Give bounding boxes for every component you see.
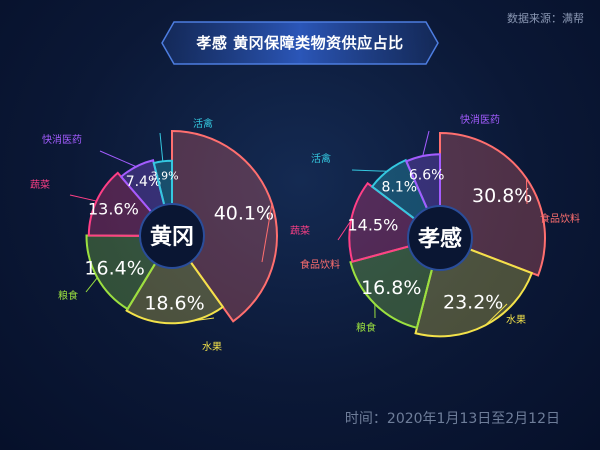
leader-line: [484, 303, 508, 326]
category-label: 活禽: [193, 117, 213, 130]
category-label: 食品饮料: [540, 212, 580, 225]
value-label: 40.1%: [214, 203, 274, 225]
value-label: 23.2%: [443, 292, 503, 314]
center-disc: [139, 203, 205, 269]
category-label: 粮食: [58, 289, 78, 302]
category-label: 粮食: [356, 321, 376, 334]
leader-line: [85, 277, 98, 293]
value-label: 7.4%: [126, 174, 162, 190]
center-disc: [407, 205, 473, 271]
value-label: 6.6%: [409, 167, 445, 183]
center-label: 黄冈: [150, 225, 194, 250]
value-label: 16.4%: [84, 258, 144, 280]
category-label: 快消医药: [460, 113, 500, 126]
leader-line: [159, 132, 164, 162]
data-source: 数据来源：满帮: [507, 12, 584, 25]
center-label: 孝感: [417, 226, 462, 252]
value-label: 13.6%: [88, 199, 139, 218]
category-label: 水果: [506, 314, 526, 326]
category-label: 快消医药: [42, 133, 82, 146]
title-banner: 孝感 黄冈保障类物资供应占比: [160, 20, 440, 66]
value-label: 14.5%: [347, 216, 398, 235]
value-label: 8.1%: [382, 179, 418, 195]
leader-line: [351, 169, 388, 172]
value-label: 30.8%: [472, 185, 532, 207]
value-label: 18.6%: [144, 292, 204, 314]
pie-group: 40.1% 食品饮料 18.6% 水果 16.4% 粮食 13.6% 蔬菜 7.4% 快消医药 3.…: [30, 117, 340, 353]
category-label: 水果: [202, 341, 222, 353]
category-label: 蔬菜: [290, 225, 310, 237]
pie-group: 30.8% 食品饮料 23.2%水果 16.8% 粮食 14.5% 蔬菜 8.1% 活禽 6.6%…: [290, 113, 580, 338]
leader-line: [69, 194, 97, 202]
time-range: 时间：2020年1月13日至2月12日: [344, 411, 560, 427]
category-label: 活禽: [311, 152, 331, 165]
category-label: 蔬菜: [30, 179, 50, 191]
category-label: 食品饮料: [300, 258, 340, 271]
chart-title: 孝感 黄冈保障类物资供应占比: [196, 34, 404, 52]
leader-line: [337, 220, 352, 241]
title-banner-shape: [161, 21, 439, 65]
value-label: 16.8%: [361, 277, 421, 299]
leader-line: [99, 150, 137, 168]
leader-line: [261, 203, 273, 263]
leader-line: [525, 178, 528, 205]
value-label: 3.9%: [151, 170, 179, 183]
leader-line: [175, 317, 215, 324]
leader-line: [422, 130, 430, 157]
